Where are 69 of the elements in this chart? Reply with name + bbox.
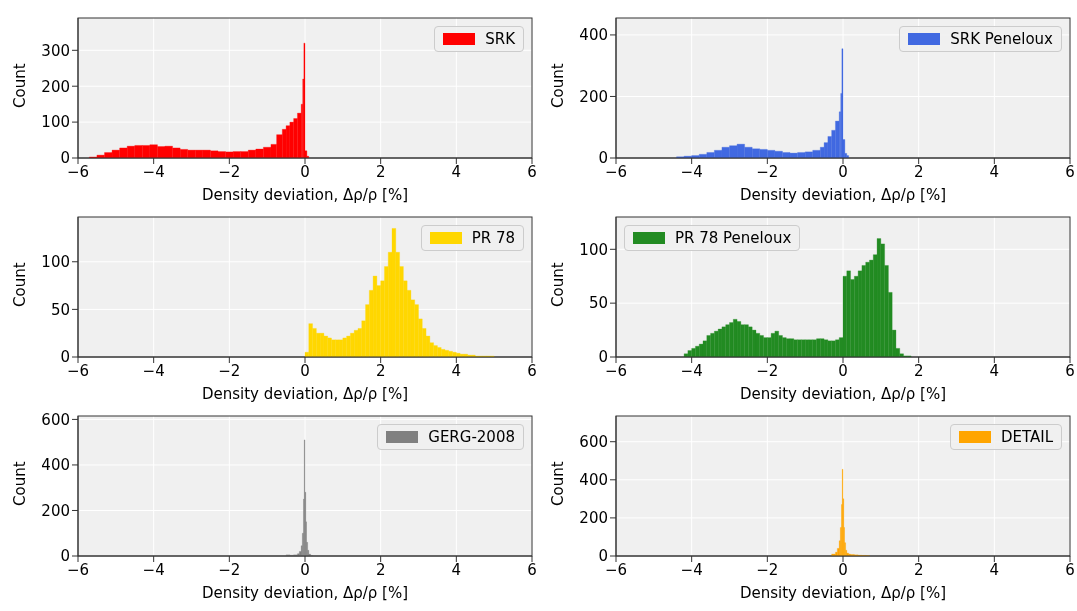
x-tick-label: 0 [838, 560, 848, 579]
x-tick-label: 2 [913, 361, 924, 380]
x-tick-label: −4 [680, 162, 703, 181]
x-tick-label: 6 [527, 560, 537, 579]
y-tick-label: 100 [41, 113, 70, 132]
x-tick-label: −4 [142, 361, 165, 380]
x-tick-label: 6 [1065, 162, 1075, 181]
y-tick-label: 100 [41, 253, 70, 272]
x-tick-label: 2 [375, 361, 386, 380]
y-tick-label: 600 [41, 410, 70, 429]
x-tick-label: 0 [838, 361, 848, 380]
x-axis-title: Density deviation, Δρ/ρ [%] [739, 584, 947, 602]
x-tick-label: 0 [300, 162, 310, 181]
x-axis-title: Density deviation, Δρ/ρ [%] [201, 186, 409, 204]
x-tick-label: 2 [913, 560, 924, 579]
x-axis-title: Density deviation, Δρ/ρ [%] [201, 385, 409, 403]
legend-label: PR 78 [471, 229, 515, 247]
x-tick-label: −2 [756, 162, 779, 181]
legend-label: GERG-2008 [428, 428, 515, 446]
x-tick-label: 6 [1065, 361, 1075, 380]
x-tick-label: 2 [913, 162, 924, 181]
y-tick-label: 200 [579, 509, 608, 528]
x-tick-label: 4 [451, 162, 462, 181]
x-tick-label: 0 [300, 560, 310, 579]
x-tick-label: −4 [680, 560, 703, 579]
legend-label: PR 78 Peneloux [675, 229, 792, 247]
y-axis-title: Count [11, 63, 30, 108]
y-tick-label: 100 [579, 240, 608, 259]
x-axis-title: Density deviation, Δρ/ρ [%] [201, 584, 409, 602]
y-axis-title: Count [549, 262, 568, 307]
x-tick-label: −2 [218, 560, 241, 579]
y-tick-label: 50 [588, 294, 608, 313]
x-tick-label: 4 [989, 560, 1000, 579]
x-tick-label: 6 [1065, 560, 1075, 579]
x-tick-label: 2 [375, 162, 386, 181]
y-tick-label: 400 [579, 26, 608, 45]
x-tick-label: 4 [989, 361, 1000, 380]
x-tick-label: 2 [375, 560, 386, 579]
legend-label: DETAIL [1000, 428, 1053, 446]
y-axis-title: Count [549, 63, 568, 108]
x-tick-label: 4 [451, 560, 462, 579]
x-tick-label: −4 [142, 162, 165, 181]
x-tick-label: 4 [451, 361, 462, 380]
legend-label: SRK Peneloux [950, 30, 1053, 48]
y-tick-label: 200 [41, 77, 70, 96]
y-axis-title: Count [11, 461, 30, 506]
x-tick-label: 6 [527, 361, 537, 380]
y-axis-title: Count [549, 461, 568, 506]
y-tick-label: 200 [579, 87, 608, 106]
x-tick-label: 0 [838, 162, 848, 181]
x-tick-label: 4 [989, 162, 1000, 181]
x-tick-label: 0 [300, 361, 310, 380]
legend-label: SRK [485, 30, 515, 48]
x-tick-label: −2 [218, 361, 241, 380]
x-tick-label: −2 [756, 560, 779, 579]
y-tick-label: 300 [41, 41, 70, 60]
y-tick-label: 400 [41, 456, 70, 475]
x-axis-title: Density deviation, Δρ/ρ [%] [739, 385, 947, 403]
x-tick-label: −2 [756, 361, 779, 380]
y-tick-label: 600 [579, 433, 608, 452]
x-axis-title: Density deviation, Δρ/ρ [%] [739, 186, 947, 204]
y-tick-label: 50 [50, 300, 70, 319]
y-tick-label: 400 [579, 471, 608, 490]
x-tick-label: −2 [218, 162, 241, 181]
x-tick-label: −4 [680, 361, 703, 380]
y-axis-title: Count [11, 262, 30, 307]
x-tick-label: −4 [142, 560, 165, 579]
x-tick-label: 6 [527, 162, 537, 181]
y-tick-label: 200 [41, 501, 70, 520]
